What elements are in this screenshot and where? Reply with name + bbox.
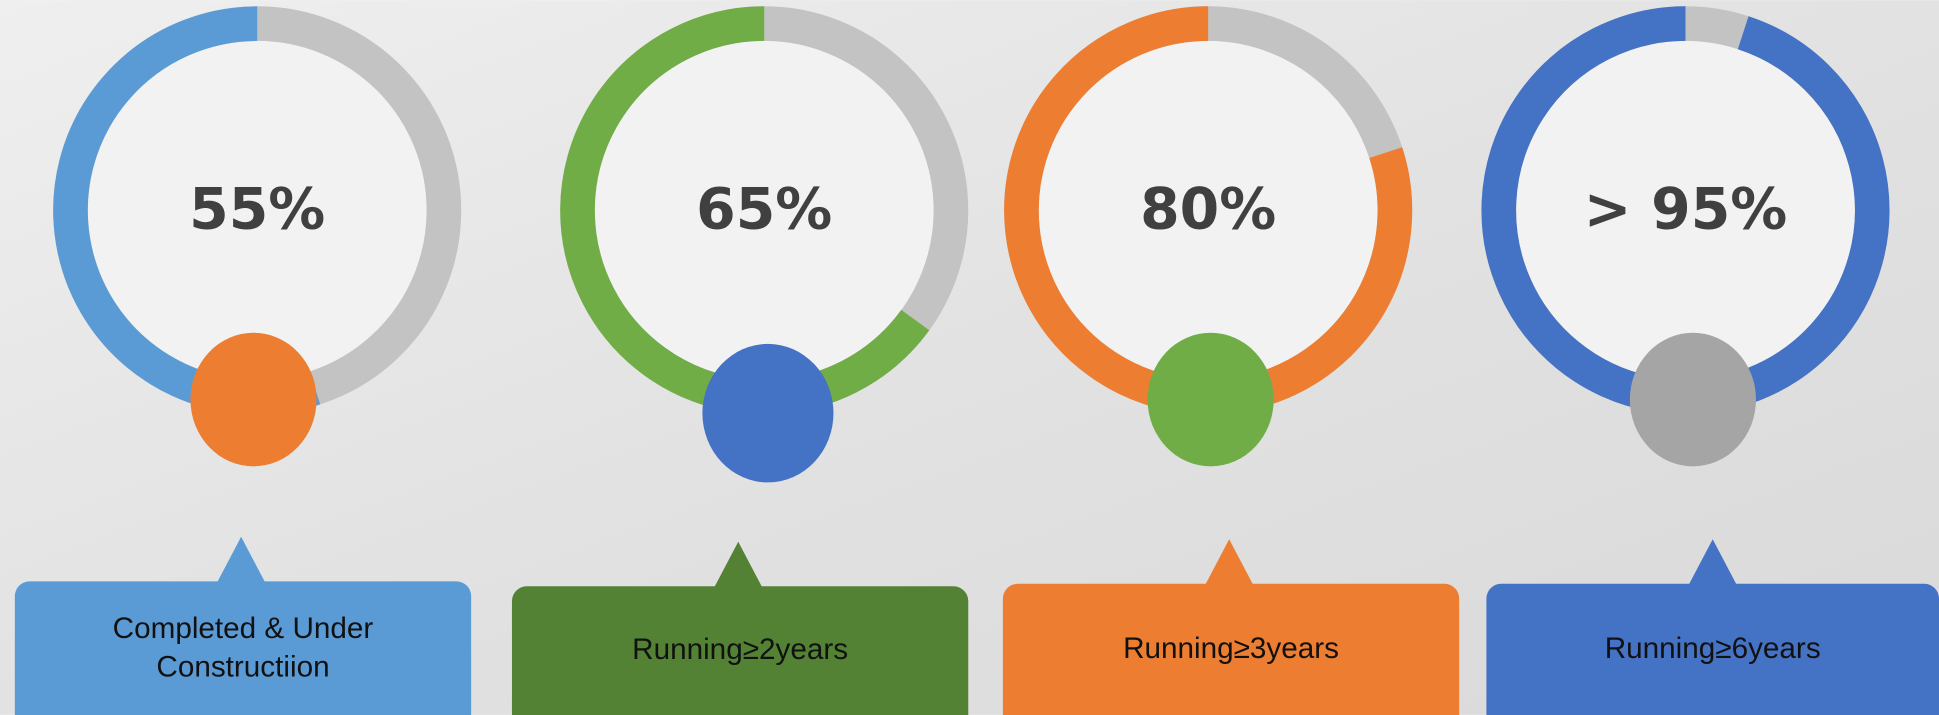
- value-label: 55%: [189, 176, 325, 242]
- category-label: Running≥2years: [512, 586, 968, 715]
- dot: [702, 344, 833, 483]
- value-label: 65%: [696, 176, 832, 242]
- dot: [1630, 333, 1756, 467]
- category-label: Running≥3years: [1003, 584, 1459, 715]
- page: {"chart_data": {"type": "ring", "categor…: [0, 0, 1939, 715]
- label-holder: Running≥3years: [1003, 584, 1459, 715]
- value-label: 80%: [1140, 176, 1276, 242]
- dot: [1148, 333, 1274, 467]
- category-label: Completed & Under Constructiion: [15, 581, 471, 715]
- category-label: Running≥6years: [1486, 584, 1939, 715]
- label-holder: Running≥2years: [512, 586, 968, 715]
- label-holder: Completed & Under Constructiion: [15, 581, 471, 715]
- dot: [190, 333, 316, 467]
- chart: 55% Completed & Under Constructiion 65% Run…: [0, 0, 1939, 715]
- label-holder: Running≥6years: [1486, 584, 1939, 715]
- value-label: > 95%: [1584, 176, 1788, 242]
